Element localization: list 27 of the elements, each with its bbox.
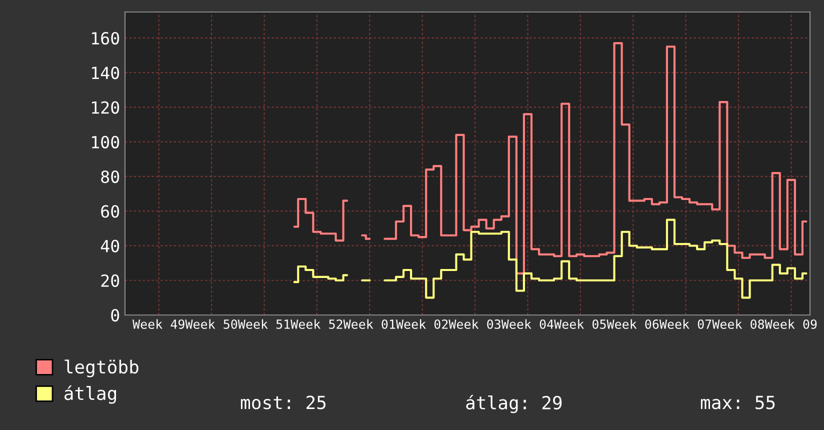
x-tick-label: Week 08 bbox=[712, 319, 764, 329]
x-tick-label: Week 04 bbox=[501, 319, 554, 329]
y-tick-label: 100 bbox=[92, 136, 120, 148]
legend-label: legtöbb bbox=[64, 360, 138, 378]
y-tick-label: 40 bbox=[100, 240, 120, 252]
x-tick-label: Week 06 bbox=[606, 319, 659, 329]
y-tick-label: 0 bbox=[111, 309, 120, 322]
x-tick-label: Week 07 bbox=[659, 319, 712, 329]
x-tick-label: Week 05 bbox=[554, 319, 606, 329]
legend-label: átlag bbox=[64, 385, 116, 404]
y-tick-label: 80 bbox=[101, 170, 120, 184]
y-tick-label: 60 bbox=[101, 205, 120, 218]
x-tick-label: Week 09 bbox=[764, 319, 817, 329]
x-tick-label: Week 52 bbox=[290, 319, 342, 329]
y-tick-label: 140 bbox=[92, 66, 120, 80]
x-tick-label: Week 01 bbox=[343, 319, 396, 329]
text: most: 25 bbox=[240, 396, 326, 410]
x-tick-label: Week 49 bbox=[132, 319, 184, 329]
x-tick-label: Week 50 bbox=[185, 319, 238, 329]
x-tick-label: Week 02 bbox=[396, 319, 448, 329]
y-tick-label: 120 bbox=[92, 101, 120, 114]
text: átlag: 29 bbox=[466, 394, 562, 414]
x-tick-label: Week 51 bbox=[238, 319, 290, 329]
y-tick-label: 160 bbox=[92, 32, 120, 45]
text: max: 55 bbox=[700, 396, 775, 410]
x-tick-label: Week 03 bbox=[448, 319, 500, 329]
y-tick-label: 20 bbox=[101, 274, 120, 287]
